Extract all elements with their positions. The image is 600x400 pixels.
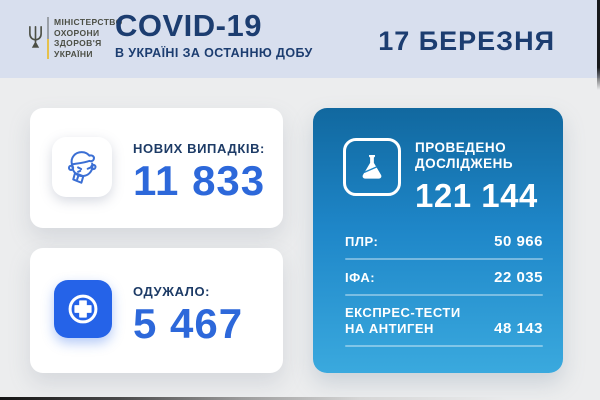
lab-flask-icon xyxy=(362,155,382,179)
ministry-line: МІНІСТЕРСТВО xyxy=(54,17,123,27)
new-cases-value: 11 833 xyxy=(133,157,266,204)
recovered-text: ОДУЖАЛО: 5 467 xyxy=(133,284,243,346)
recovered-label: ОДУЖАЛО: xyxy=(133,284,211,299)
ministry-name: МІНІСТЕРСТВО ОХОРОНИ ЗДОРОВ'Я УКРАЇНИ xyxy=(54,16,123,59)
tests-row-label: ПЛР: xyxy=(345,234,379,249)
medical-cross-icon xyxy=(68,294,98,324)
trident-icon xyxy=(29,25,42,48)
tests-row-label: ЕКСПРЕС-ТЕСТИ НА АНТИГЕН xyxy=(345,305,461,336)
new-cases-label: НОВИХ ВИПАДКІВ: xyxy=(133,141,265,156)
report-date: 17 БЕРЕЗНЯ xyxy=(378,26,555,56)
sneezing-face-icon xyxy=(67,151,97,184)
recovered-card: ОДУЖАЛО: 5 467 xyxy=(30,248,283,373)
tests-total-value: 121 144 xyxy=(415,177,538,214)
recovered-tile xyxy=(54,280,112,338)
ministry-line: ЗДОРОВ'Я xyxy=(54,38,102,48)
tests-row-label: ІФА: xyxy=(345,270,376,285)
row-divider xyxy=(345,294,543,296)
logo-divider xyxy=(47,17,49,59)
ministry-logo: МІНІСТЕРСТВО ОХОРОНИ ЗДОРОВ'Я УКРАЇНИ xyxy=(28,16,123,60)
tests-breakdown: ПЛР: 50 966 ІФА: 22 035 ЕКСПРЕС-ТЕСТИ НА… xyxy=(345,224,543,347)
tests-row-plr: ПЛР: 50 966 xyxy=(345,224,543,258)
row-divider xyxy=(345,258,543,260)
ministry-line: УКРАЇНИ xyxy=(54,48,93,59)
tests-tile xyxy=(343,138,401,196)
page-title: COVID-19 xyxy=(115,8,262,43)
page-subtitle: В УКРАЇНІ ЗА ОСТАННЮ ДОБУ xyxy=(115,46,313,60)
tests-row-value: 48 143 xyxy=(494,320,543,337)
recovered-value: 5 467 xyxy=(133,300,244,347)
new-cases-text: НОВИХ ВИПАДКІВ: 11 833 xyxy=(133,141,265,203)
screenshot-right-edge-artifact xyxy=(597,0,600,90)
header-bar: МІНІСТЕРСТВО ОХОРОНИ ЗДОРОВ'Я УКРАЇНИ CO… xyxy=(0,0,600,78)
tests-card: ПРОВЕДЕНО ДОСЛІДЖЕНЬ 121 144 ПЛР: 50 966… xyxy=(313,108,563,373)
screenshot-bottom-edge-artifact xyxy=(0,397,600,400)
tests-label-line1: ПРОВЕДЕНО xyxy=(415,140,507,155)
title-block: COVID-19 В УКРАЇНІ ЗА ОСТАННЮ ДОБУ xyxy=(115,8,313,61)
tests-row-value: 50 966 xyxy=(494,233,543,250)
new-cases-tile xyxy=(52,137,112,197)
new-cases-card: НОВИХ ВИПАДКІВ: 11 833 xyxy=(30,108,283,228)
tests-header: ПРОВЕДЕНО ДОСЛІДЖЕНЬ 121 144 xyxy=(415,140,538,215)
tests-row-value: 22 035 xyxy=(494,269,543,286)
ministry-line: ОХОРОНИ xyxy=(54,27,100,38)
tests-row-ifa: ІФА: 22 035 xyxy=(345,260,543,294)
tests-label-line2: ДОСЛІДЖЕНЬ xyxy=(415,156,514,171)
tests-row-antigen: ЕКСПРЕС-ТЕСТИ НА АНТИГЕН 48 143 xyxy=(345,296,543,345)
row-divider xyxy=(345,345,543,347)
